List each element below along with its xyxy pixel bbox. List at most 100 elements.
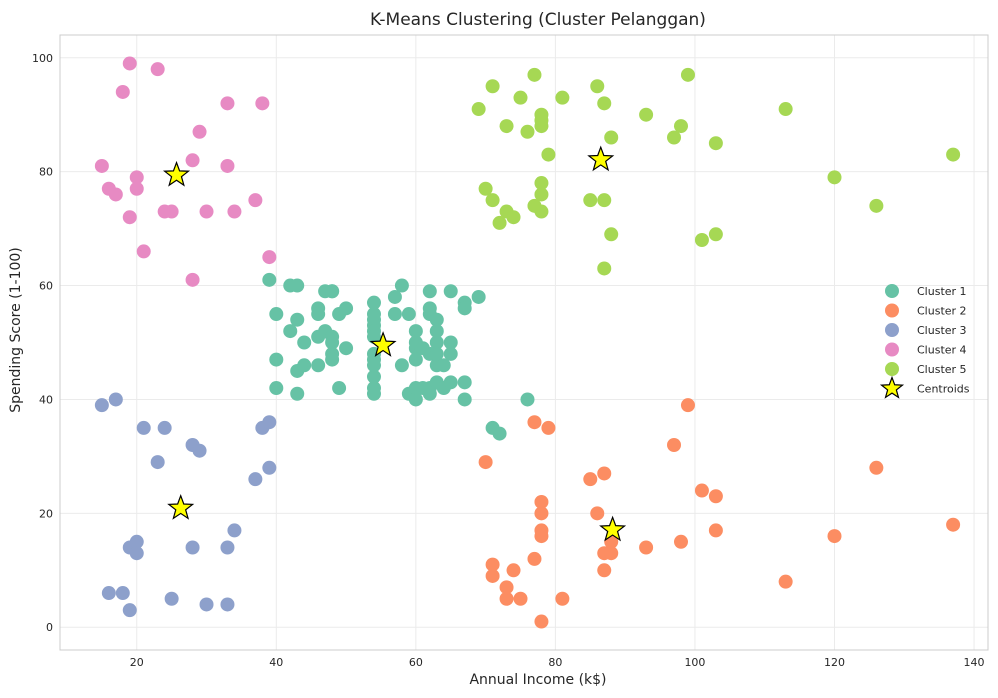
data-point xyxy=(639,540,654,555)
data-point xyxy=(534,176,549,191)
data-point xyxy=(192,124,207,139)
legend-marker xyxy=(885,284,899,298)
data-point xyxy=(708,136,723,151)
data-point xyxy=(520,124,535,139)
data-point xyxy=(422,284,437,299)
data-point xyxy=(827,529,842,544)
centroid-markers xyxy=(162,145,627,542)
centroid-star xyxy=(162,160,191,187)
data-point xyxy=(366,329,381,344)
data-point xyxy=(220,597,235,612)
centroid-star xyxy=(167,493,195,520)
x-tick-label: 40 xyxy=(269,656,283,669)
series-cluster-4 xyxy=(94,56,277,287)
data-point xyxy=(708,523,723,538)
data-point xyxy=(946,517,961,532)
data-point xyxy=(946,147,961,162)
legend-marker xyxy=(885,303,899,318)
data-point xyxy=(122,210,137,225)
legend-label: Cluster 2 xyxy=(917,305,967,318)
data-point xyxy=(325,284,340,299)
x-tick-label: 60 xyxy=(409,656,423,669)
data-point xyxy=(827,170,842,185)
centroid-star xyxy=(587,145,615,172)
y-axis-ticks: 0 20 40 60 80 100 xyxy=(32,52,53,634)
data-point xyxy=(108,392,123,407)
data-point xyxy=(283,324,298,339)
data-point xyxy=(366,295,381,310)
data-point xyxy=(590,79,605,94)
data-point xyxy=(520,392,535,407)
data-point xyxy=(332,381,347,396)
data-point xyxy=(597,261,612,276)
data-point xyxy=(248,193,263,208)
data-point xyxy=(115,84,130,99)
plot-area-frame xyxy=(59,34,989,651)
data-point xyxy=(485,568,500,583)
legend-label: Cluster 1 xyxy=(917,285,967,298)
y-tick-label: 40 xyxy=(39,393,53,406)
data-point xyxy=(527,415,542,430)
data-point xyxy=(164,204,179,219)
y-axis-label: Spending Score (1-100) xyxy=(8,247,24,413)
y-tick-label: 20 xyxy=(39,507,53,520)
data-point xyxy=(457,392,472,407)
data-point xyxy=(387,307,402,322)
data-point xyxy=(227,204,242,219)
data-point xyxy=(534,494,549,509)
data-point xyxy=(583,472,598,487)
data-point xyxy=(513,90,528,105)
data-point xyxy=(339,301,354,316)
data-point xyxy=(534,204,549,219)
data-point xyxy=(499,591,514,606)
data-point xyxy=(199,597,214,612)
data-point xyxy=(506,563,521,578)
y-tick-label: 100 xyxy=(32,52,53,65)
data-point xyxy=(290,278,305,293)
data-point xyxy=(778,102,793,117)
data-point xyxy=(269,307,284,322)
data-point xyxy=(94,398,109,413)
data-point xyxy=(311,358,326,373)
data-point xyxy=(667,438,682,452)
series-cluster-2 xyxy=(478,398,961,629)
data-point xyxy=(94,158,109,173)
data-point xyxy=(122,56,137,71)
data-point xyxy=(220,540,235,555)
data-point xyxy=(408,352,423,367)
data-point xyxy=(555,591,570,606)
data-point xyxy=(534,506,549,521)
legend: Cluster 1 Cluster 2 Cluster 3 Cluster 4 Clus… xyxy=(879,284,970,399)
x-axis-label: Annual Income (k$) xyxy=(469,672,606,688)
data-points xyxy=(94,56,961,629)
data-point xyxy=(478,455,493,470)
x-tick-label: 80 xyxy=(548,656,562,669)
data-point xyxy=(597,563,612,578)
data-point xyxy=(471,102,486,117)
series-cluster-1 xyxy=(262,272,535,441)
legend-label: Centroids xyxy=(917,383,970,396)
data-point xyxy=(527,67,542,82)
centroid-star xyxy=(369,331,397,357)
y-tick-label: 80 xyxy=(39,166,53,179)
data-point xyxy=(248,472,263,487)
data-point xyxy=(220,158,235,173)
data-point xyxy=(499,580,514,595)
data-point xyxy=(339,341,354,356)
data-point xyxy=(590,506,605,521)
data-point xyxy=(101,586,116,601)
data-point xyxy=(115,586,130,601)
data-point xyxy=(597,466,612,481)
data-point xyxy=(366,358,381,373)
data-point xyxy=(262,250,277,265)
data-point xyxy=(394,358,409,373)
data-point xyxy=(534,529,549,544)
data-point xyxy=(708,227,723,242)
data-point xyxy=(604,227,619,242)
data-point xyxy=(227,523,242,538)
data-point xyxy=(443,375,458,390)
data-point xyxy=(157,420,172,435)
legend-label: Cluster 4 xyxy=(917,344,967,357)
data-point xyxy=(555,90,570,105)
